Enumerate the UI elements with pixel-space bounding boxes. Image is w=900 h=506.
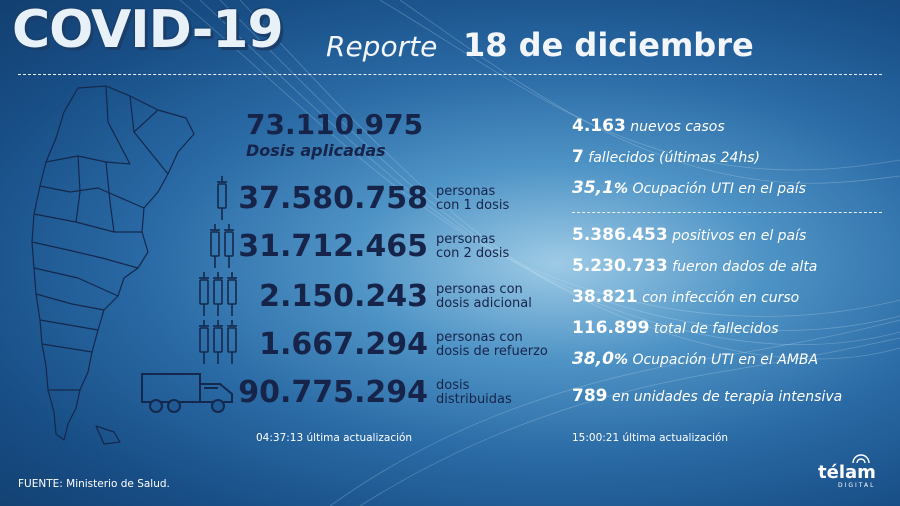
report-date: 18 de diciembre: [463, 26, 754, 64]
dose-4-value: 1.667.294: [259, 327, 428, 362]
stats-update: 15:00:21 última actualización: [572, 432, 728, 444]
stat-active-value: 38.821: [572, 287, 638, 307]
stat-uti-amba-label: Ocupación UTI en el AMBA: [632, 352, 819, 368]
syringe-3b-icon: [199, 320, 237, 364]
stat-new-cases: 4.163 nuevos casos: [572, 116, 725, 136]
syringe-2-icon: [210, 224, 234, 268]
stat-uti-country-unit: %: [613, 181, 628, 197]
dose-3-label-1: personas con: [436, 282, 523, 297]
dose-4-label-2: dosis de refuerzo: [436, 344, 548, 359]
stat-deaths-24h-value: 7: [572, 147, 584, 167]
dose-1-value: 37.580.758: [238, 181, 428, 216]
stat-active: 38.821 con infección en curso: [572, 287, 799, 307]
stat-uti-amba-unit: %: [613, 352, 628, 368]
stat-positives-value: 5.386.453: [572, 225, 668, 245]
dose-2-value: 31.712.465: [238, 229, 428, 264]
stats-update-time: 15:00:21: [572, 432, 620, 444]
dose-2-label-1: personas: [436, 232, 496, 247]
dose-3-label-2: dosis adicional: [436, 296, 532, 311]
stats-divider: [572, 212, 882, 213]
dose-5-label-2: distribuidas: [436, 392, 512, 407]
stat-active-label: con infección en curso: [642, 290, 800, 306]
stat-icu: 789 en unidades de terapia intensiva: [572, 386, 842, 406]
vaccination-update: 04:37:13 última actualización: [256, 432, 412, 444]
stats-update-label: última actualización: [622, 432, 729, 444]
dose-5-label-1: dosis: [436, 378, 470, 393]
stat-icu-value: 789: [572, 386, 608, 406]
header-divider: [18, 74, 882, 75]
telam-logo-sub: DIGITAL: [838, 482, 876, 489]
stat-total-deaths: 116.899 total de fallecidos: [572, 318, 779, 338]
dose-4-label-1: personas con: [436, 330, 523, 345]
argentina-map-icon: [31, 85, 195, 445]
syringe-1-icon: [217, 176, 227, 220]
telam-logo: télam: [818, 462, 876, 483]
dose-1-label-2: con 1 dosis: [436, 198, 510, 213]
stat-discharged-label: fueron dados de alta: [672, 259, 818, 275]
stat-total-deaths-value: 116.899: [572, 318, 650, 338]
dose-1-label-1: personas: [436, 184, 496, 199]
stat-uti-amba-value: 38,0: [572, 349, 614, 369]
stat-uti-country: 35,1% Ocupación UTI en el país: [572, 178, 806, 198]
dose-2-label-2: con 2 dosis: [436, 246, 510, 261]
stat-deaths-24h: 7 fallecidos (últimas 24hs): [572, 147, 760, 167]
covid-title: COVID-19: [12, 0, 284, 60]
vaccination-update-label: última actualización: [306, 432, 413, 444]
report-label: Reporte: [326, 30, 438, 63]
dose-5-value: 90.775.294: [238, 375, 428, 410]
total-doses-value: 73.110.975: [246, 108, 424, 141]
stat-total-deaths-label: total de fallecidos: [653, 321, 779, 337]
total-doses-label: Dosis aplicadas: [246, 141, 386, 160]
stat-uti-country-value: 35,1: [572, 178, 614, 198]
stat-uti-amba: 38,0% Ocupación UTI en el AMBA: [572, 349, 818, 369]
vaccination-update-time: 04:37:13: [256, 432, 304, 444]
stat-positives-label: positivos en el país: [672, 228, 807, 244]
stat-uti-country-label: Ocupación UTI en el país: [632, 181, 806, 197]
signal-icon: [852, 454, 870, 464]
stat-icu-label: en unidades de terapia intensiva: [611, 389, 843, 405]
stat-new-cases-label: nuevos casos: [630, 119, 725, 135]
truck-icon: [141, 373, 233, 413]
dose-3-value: 2.150.243: [259, 279, 428, 314]
syringe-3-icon: [199, 272, 237, 316]
stat-discharged: 5.230.733 fueron dados de alta: [572, 256, 817, 276]
stat-discharged-value: 5.230.733: [572, 256, 668, 276]
source-footer: FUENTE: Ministerio de Salud.: [18, 478, 170, 490]
stat-positives: 5.386.453 positivos en el país: [572, 225, 806, 245]
stat-deaths-24h-label: fallecidos (últimas 24hs): [588, 150, 760, 166]
stat-new-cases-value: 4.163: [572, 116, 626, 136]
